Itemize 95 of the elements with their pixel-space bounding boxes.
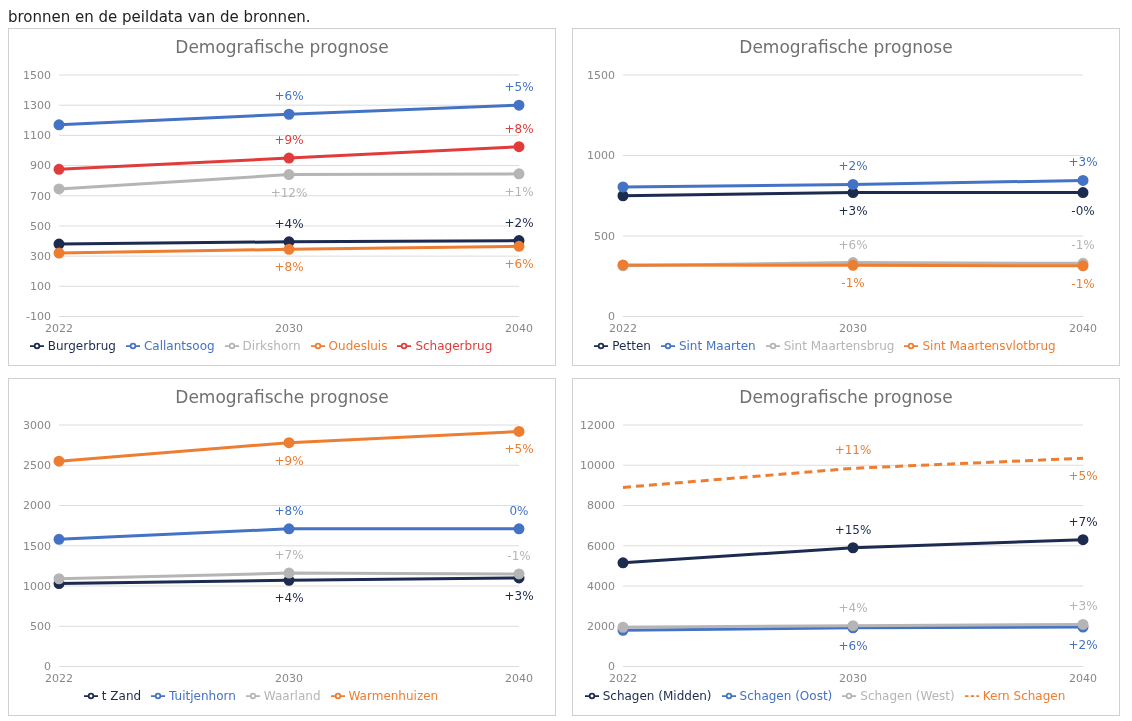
- y-tick-label: 1000: [23, 579, 51, 593]
- legend-label: Waarland: [263, 688, 321, 703]
- y-tick-label: 0: [608, 310, 615, 324]
- legend-label: Schagen (Oost): [739, 688, 833, 703]
- y-tick-label: 8000: [587, 499, 615, 513]
- legend-label: Schagerbrug: [415, 338, 493, 353]
- annotation: +4%: [274, 216, 304, 231]
- text: bronnen en de peildata van de bronnen.: [8, 8, 312, 28]
- annotation: +8%: [504, 121, 534, 136]
- x-tick-label: 2030: [839, 672, 867, 686]
- annotation: +4%: [274, 591, 304, 606]
- y-tick-label: 1500: [23, 68, 51, 82]
- legend-label: Callantsoog: [143, 338, 215, 353]
- y-tick-label: 1500: [587, 68, 615, 82]
- x-tick-label: 2040: [1069, 672, 1097, 686]
- legend-label: Schagen (West): [860, 688, 955, 703]
- x-tick-label: 2022: [45, 672, 73, 686]
- y-tick-label: 100: [30, 280, 51, 294]
- y-tick-label: 1000: [587, 149, 615, 163]
- x-tick-label: 2040: [505, 322, 533, 336]
- x-tick-label: 2030: [275, 322, 303, 336]
- chart-title: Demografische prognose: [738, 37, 954, 57]
- x-tick-label: 2022: [609, 322, 637, 336]
- annotation: +15%: [834, 522, 872, 537]
- y-tick-label: 2000: [587, 620, 615, 634]
- annotation: +12%: [270, 185, 308, 200]
- legend-label: Tuitjenhorn: [169, 688, 236, 703]
- legend-label: Burgerbrug: [47, 338, 116, 353]
- legend-label: Petten: [612, 338, 651, 353]
- y-tick-label: 500: [30, 620, 51, 634]
- legend-label: t Zand: [101, 688, 142, 703]
- x-tick-label: 2030: [839, 322, 867, 336]
- x-tick-label: 2040: [505, 672, 533, 686]
- annotation: +3%: [504, 588, 534, 603]
- annotation: -0%: [1071, 203, 1095, 218]
- chart-title: Demografische prognose: [174, 37, 390, 57]
- annotation: 0%: [509, 503, 529, 518]
- y-tick-label: 500: [30, 219, 51, 233]
- y-tick-label: -100: [26, 310, 51, 324]
- annotation: +3%: [1068, 599, 1098, 614]
- annotation: +6%: [504, 257, 534, 272]
- annotation: +7%: [274, 548, 304, 563]
- annotation: +5%: [504, 80, 534, 95]
- y-tick-label: 2000: [23, 499, 51, 513]
- annotation: +4%: [838, 600, 868, 615]
- y-tick-label: 300: [30, 250, 51, 264]
- x-tick-label: 2040: [1069, 322, 1097, 336]
- annotation: +9%: [274, 133, 304, 148]
- legend-label: Sint Maartensvlotbrug: [922, 338, 1056, 353]
- legend-label: Sint Maartensbrug: [783, 338, 895, 353]
- y-tick-label: 1300: [23, 99, 51, 113]
- x-tick-label: 2022: [609, 672, 637, 686]
- annotation: +2%: [504, 215, 534, 230]
- annotation: +8%: [274, 503, 304, 518]
- annotation: -1%: [1071, 276, 1095, 291]
- y-tick-label: 3000: [23, 418, 51, 432]
- y-tick-label: 2500: [23, 459, 51, 473]
- y-tick-label: 700: [30, 189, 51, 203]
- annotation: +9%: [274, 453, 304, 468]
- annotation: +6%: [838, 638, 868, 653]
- annotation: +6%: [838, 237, 868, 252]
- legend-label: Warmenhuizen: [348, 688, 439, 703]
- annotation: +7%: [1068, 514, 1098, 529]
- annotation: +2%: [838, 159, 868, 174]
- y-tick-label: 500: [594, 229, 615, 243]
- annotation: +3%: [1068, 155, 1098, 170]
- chart-title: Demografische prognose: [738, 387, 954, 407]
- annotation: +1%: [504, 184, 534, 199]
- annotation: +2%: [1068, 638, 1098, 653]
- y-tick-label: 0: [44, 660, 51, 674]
- annotation: +5%: [504, 442, 534, 457]
- y-tick-label: 10000: [580, 459, 615, 473]
- annotation: -1%: [1071, 238, 1095, 253]
- annotation: +6%: [274, 89, 304, 104]
- chart-title: Demografische prognose: [174, 387, 390, 407]
- y-tick-label: 4000: [587, 579, 615, 593]
- annotation: +11%: [834, 443, 872, 458]
- y-tick-label: 6000: [587, 539, 615, 553]
- annotation: +8%: [274, 260, 304, 275]
- legend-label: Schagen (Midden): [602, 688, 712, 703]
- legend-label: Dirkshorn: [242, 338, 301, 353]
- y-tick-label: 900: [30, 159, 51, 173]
- annotation: -1%: [507, 548, 531, 563]
- x-tick-label: 2022: [45, 322, 73, 336]
- legend-label: Sint Maarten: [678, 338, 756, 353]
- annotation: +3%: [838, 203, 868, 218]
- y-tick-label: 12000: [580, 418, 615, 432]
- y-tick-label: 0: [608, 660, 615, 674]
- y-tick-label: 1100: [23, 129, 51, 143]
- annotation: -1%: [841, 276, 865, 291]
- legend-label: Oudesluis: [328, 338, 388, 353]
- y-tick-label: 1500: [23, 539, 51, 553]
- x-tick-label: 2030: [275, 672, 303, 686]
- annotation: +5%: [1068, 469, 1098, 484]
- legend-label: Kern Schagen: [982, 688, 1066, 703]
